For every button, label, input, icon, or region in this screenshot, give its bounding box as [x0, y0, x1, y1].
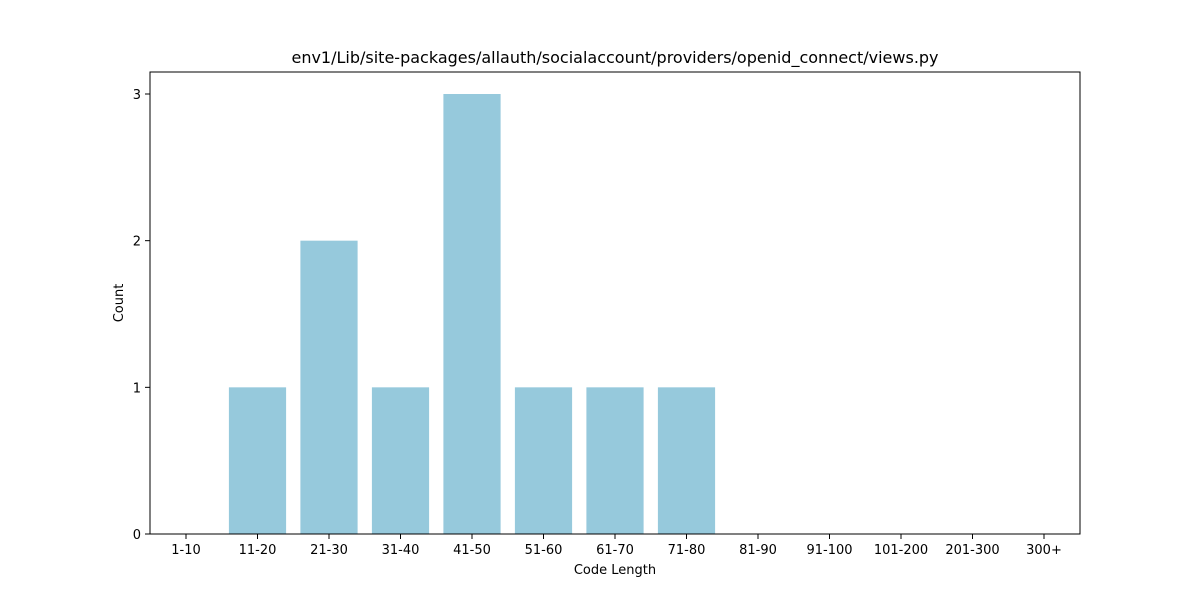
x-tick-label: 21-30 — [310, 543, 348, 558]
x-tick-label: 201-300 — [945, 543, 999, 558]
bars-group — [229, 94, 715, 534]
x-tick-label: 300+ — [1026, 543, 1062, 558]
y-tick-label: 1 — [133, 381, 141, 396]
y-tick-label: 0 — [133, 528, 141, 543]
x-tick-label: 91-100 — [806, 543, 852, 558]
x-tick-label: 1-10 — [171, 543, 201, 558]
x-tick-label: 31-40 — [382, 543, 420, 558]
x-axis: 1-10 11-20 21-30 31-40 41-50 51-60 61-70 71-80 8… — [171, 534, 1062, 558]
y-tick-label: 3 — [133, 88, 141, 103]
bar-21-30 — [300, 241, 357, 534]
x-tick-label: 51-60 — [525, 543, 563, 558]
bar-61-70 — [586, 387, 643, 534]
y-tick-label: 2 — [133, 235, 141, 250]
x-tick-label: 11-20 — [239, 543, 277, 558]
y-axis: 0 1 2 3 — [133, 88, 150, 543]
x-tick-label: 41-50 — [453, 543, 491, 558]
x-tick-label: 81-90 — [739, 543, 777, 558]
bar-41-50 — [443, 94, 500, 534]
bar-11-20 — [229, 387, 286, 534]
bar-31-40 — [372, 387, 429, 534]
x-tick-label: 61-70 — [596, 543, 634, 558]
x-tick-label: 101-200 — [874, 543, 928, 558]
bar-51-60 — [515, 387, 572, 534]
x-tick-label: 71-80 — [668, 543, 706, 558]
chart-title: env1/Lib/site-packages/allauth/socialacc… — [291, 48, 938, 68]
y-axis-label: Count — [112, 284, 127, 323]
x-axis-label: Code Length — [574, 563, 656, 578]
bar-71-80 — [658, 387, 715, 534]
